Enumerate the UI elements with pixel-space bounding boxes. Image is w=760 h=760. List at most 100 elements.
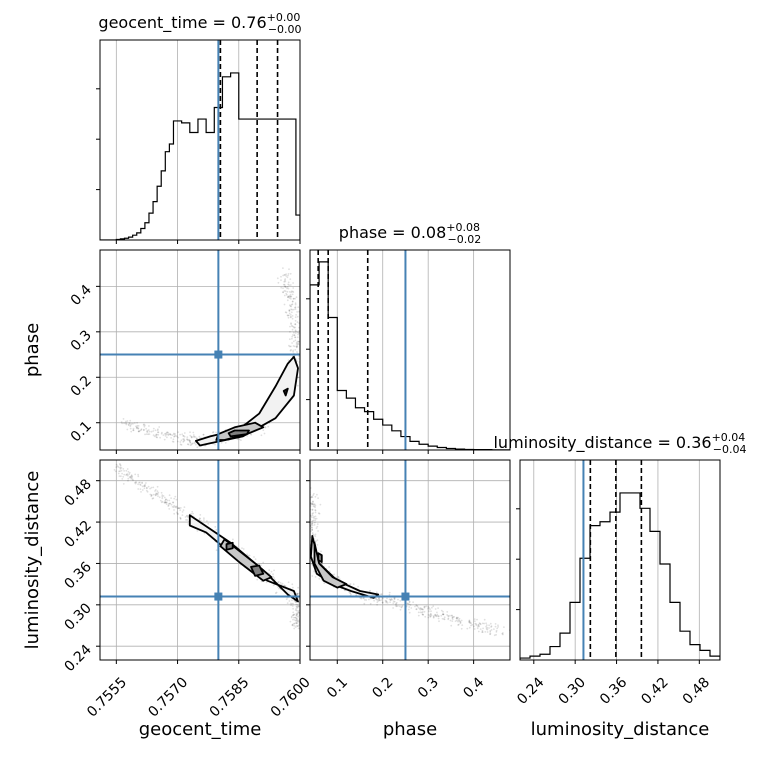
scatter-point — [401, 606, 403, 608]
scatter-point — [292, 607, 294, 610]
scatter-point — [155, 492, 158, 495]
scatter-point — [314, 495, 317, 498]
scatter-point — [479, 623, 482, 626]
scatter-point — [297, 306, 300, 309]
scatter-point — [283, 280, 286, 283]
scatter-point — [286, 294, 288, 296]
scatter-point — [486, 628, 489, 631]
scatter-point — [466, 627, 469, 630]
scatter-point — [452, 616, 454, 618]
y-tick-label: 0.48 — [61, 476, 94, 509]
scatter-point — [477, 630, 480, 633]
scatter-point — [293, 627, 296, 630]
scatter-point — [156, 490, 159, 493]
scatter-point — [294, 345, 296, 348]
scatter-point — [143, 485, 146, 487]
scatter-point — [143, 425, 146, 428]
scatter-point — [451, 620, 454, 622]
scatter-point — [159, 436, 162, 439]
scatter-point — [456, 617, 458, 619]
scatter-point — [301, 604, 303, 606]
scatter-point — [200, 519, 202, 522]
scatter-point — [311, 522, 313, 525]
scatter-point — [440, 609, 443, 612]
scatter-point — [376, 601, 379, 604]
scatter-point — [139, 483, 142, 486]
scatter-point — [313, 524, 316, 526]
scatter-point — [303, 610, 305, 612]
scatter-point — [290, 303, 293, 306]
y-tick-label: 0.3 — [68, 327, 95, 354]
scatter-point — [270, 570, 273, 573]
scatter-point — [272, 584, 275, 587]
scatter-point — [301, 329, 303, 331]
scatter-point — [286, 602, 289, 604]
scatter-point — [296, 613, 298, 616]
scatter-point — [297, 340, 300, 343]
scatter-point — [168, 508, 171, 510]
scatter-point — [144, 433, 146, 436]
scatter-point — [206, 520, 208, 522]
scatter-point — [315, 517, 318, 520]
scatter-point — [296, 615, 298, 617]
scatter-point — [212, 431, 215, 433]
scatter-point — [179, 441, 182, 443]
scatter-point — [378, 598, 380, 601]
scatter-point — [164, 501, 167, 504]
scatter-point — [113, 469, 116, 471]
scatter-point — [214, 443, 216, 446]
scatter-point — [478, 625, 480, 628]
scatter-point — [289, 620, 292, 623]
scatter-point — [191, 436, 193, 438]
scatter-point — [181, 511, 184, 513]
scatter-point — [132, 427, 135, 430]
scatter-point — [175, 505, 178, 508]
scatter-point — [390, 598, 393, 600]
scatter-point — [490, 625, 493, 628]
scatter-point — [313, 570, 316, 573]
hist-panel-phase — [310, 250, 510, 450]
scatter-point — [304, 517, 306, 519]
scatter-point — [287, 296, 290, 298]
scatter-point — [162, 495, 165, 497]
scatter-point — [311, 503, 314, 506]
scatter-point — [285, 273, 287, 276]
scatter-point — [303, 604, 305, 606]
scatter-point — [183, 432, 186, 434]
scatter-point — [165, 498, 167, 501]
scatter-point — [280, 275, 282, 278]
scatter-point — [144, 424, 146, 427]
scatter-point — [290, 315, 292, 318]
scatter-point — [457, 616, 459, 619]
scatter-point — [493, 628, 495, 630]
scatter-point — [242, 548, 245, 550]
scatter-point — [503, 626, 505, 628]
scatter-point — [204, 451, 206, 453]
scatter-point — [203, 532, 206, 535]
scatter-point — [128, 473, 131, 476]
scatter-point — [482, 627, 484, 630]
scatter-point — [422, 613, 424, 616]
x-tick-label: 0.42 — [638, 674, 671, 707]
scatter-point — [277, 580, 280, 583]
scatter-point — [290, 308, 292, 311]
scatter-point — [311, 508, 314, 511]
scatter-point — [313, 570, 316, 572]
scatter-point — [311, 524, 314, 527]
scatter-point — [127, 423, 130, 426]
scatter-point — [423, 606, 426, 609]
hist-panel-geocent_time — [100, 40, 300, 240]
scatter-point — [120, 466, 123, 469]
scatter-point — [250, 433, 253, 436]
scatter-point — [296, 593, 299, 596]
scatter-point — [470, 622, 472, 625]
scatter-point — [416, 605, 419, 608]
scatter-point — [135, 427, 138, 430]
scatter-point — [314, 509, 317, 511]
scatter-point — [446, 614, 448, 616]
scatter-point — [294, 609, 297, 611]
scatter-point — [294, 297, 296, 300]
scatter-point — [496, 627, 499, 630]
scatter-point — [134, 481, 137, 483]
scatter-point — [119, 463, 122, 466]
